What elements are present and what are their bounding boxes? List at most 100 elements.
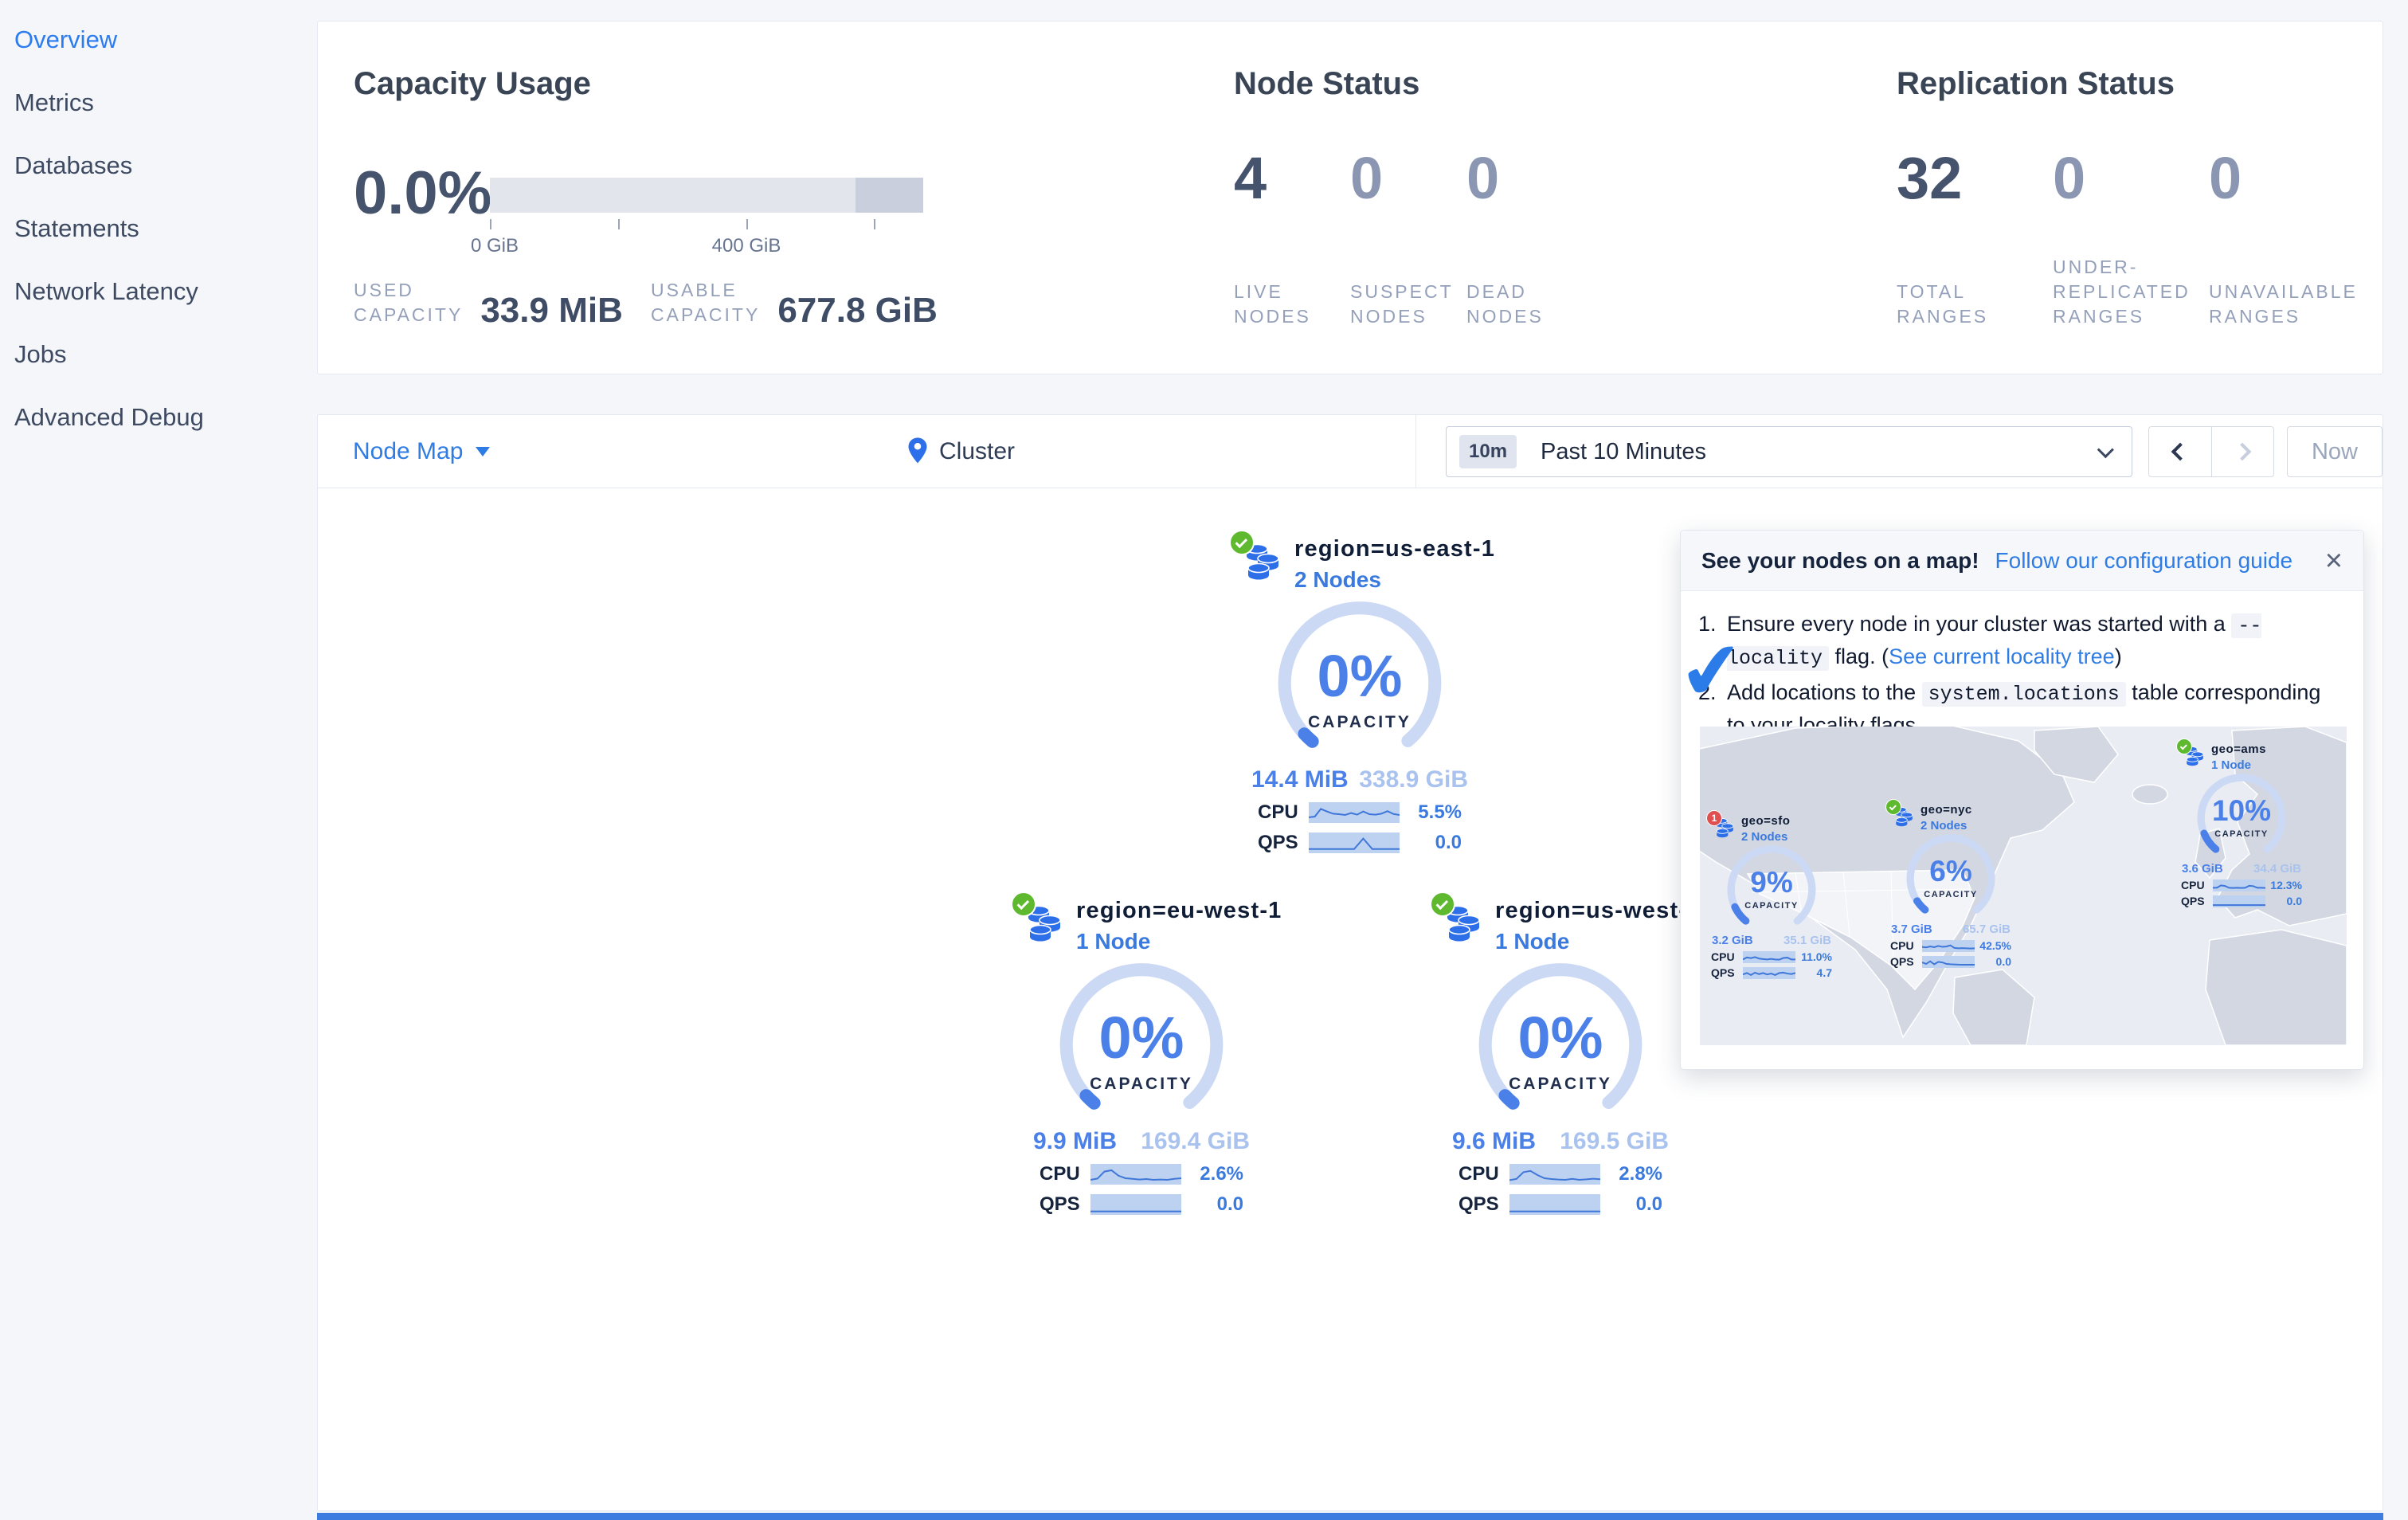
capacity-axis-label-0: 0 GiB <box>470 235 519 257</box>
time-range-dropdown[interactable]: 10m Past 10 Minutes <box>1446 426 2132 477</box>
region-gauge-us-west-1[interactable]: region=us-west-1 1 Node 0% CAPACITY 9.6 … <box>1393 891 1728 1216</box>
setup-step-1: 1. Ensure every node in your cluster was… <box>1698 612 2262 671</box>
cpu-label: CPU <box>1459 1163 1499 1185</box>
suspect-nodes-stat: 0 SUSPECT NODES <box>1350 145 1454 327</box>
dead-nodes-stat: 0 DEAD NODES <box>1466 145 1544 327</box>
database-stack-icon <box>1028 905 1061 942</box>
configuration-guide-link[interactable]: Follow our configuration guide <box>1995 547 2293 573</box>
capacity-total-value: 338.9 GiB <box>1359 766 1468 793</box>
sidebar-item-databases[interactable]: Databases <box>14 151 133 179</box>
locality-breadcrumb[interactable]: Cluster <box>906 415 1015 488</box>
sidebar-item-network-latency[interactable]: Network Latency <box>14 277 198 305</box>
time-range-badge: 10m <box>1459 435 1517 468</box>
capacity-percent: 10% <box>2211 794 2272 827</box>
capacity-used-value: 3.7 GiB <box>1891 923 1932 937</box>
total-ranges-stat: 32 TOTAL RANGES <box>1897 145 1989 327</box>
time-range-label: Past 10 Minutes <box>1541 438 1706 464</box>
warning-badge-icon: 1 <box>1706 810 1722 826</box>
close-icon[interactable]: × <box>2324 543 2343 578</box>
region-gauge-us-east-1[interactable]: region=us-east-1 2 Nodes 0% CAPACITY 14.… <box>1192 530 1527 854</box>
chevron-down-icon <box>2097 441 2114 458</box>
region-nodes-link[interactable]: 1 Node <box>1076 929 1151 954</box>
qps-label: QPS <box>1258 832 1298 854</box>
replication-status-title: Replication Status <box>1897 66 2175 101</box>
capacity-label: CAPACITY <box>1744 901 1799 911</box>
qps-value: 0.0 <box>2286 895 2302 908</box>
now-button[interactable]: Now <box>2287 426 2383 477</box>
capacity-axis-tick <box>746 219 748 229</box>
used-capacity-label: USED CAPACITY <box>354 280 464 325</box>
sidebar-item-overview[interactable]: Overview <box>14 25 118 53</box>
capacity-used-value: 14.4 MiB <box>1251 766 1349 793</box>
capacity-label: CAPACITY <box>1308 713 1412 731</box>
completed-check-icon: ✔ <box>1674 624 1749 718</box>
node-status-stats: 4 LIVE NODES 0 SUSPECT NODES 0 DEAD NODES <box>1234 149 1583 327</box>
cpu-value: 12.3% <box>2270 879 2302 892</box>
capacity-percent: 0% <box>1098 1005 1184 1071</box>
region-nodes-label: 1 Node <box>2211 758 2252 772</box>
sidebar-item-advanced-debug[interactable]: Advanced Debug <box>14 403 204 431</box>
capacity-arc-gauge: 0% CAPACITY <box>1469 962 1652 1124</box>
view-mode-dropdown[interactable]: Node Map <box>353 415 491 488</box>
popup-body: ✔ 1. Ensure every node in your cluster w… <box>1674 591 2363 740</box>
capacity-axis-label-400: 400 GiB <box>711 235 781 257</box>
cpu-label: CPU <box>1040 1163 1080 1185</box>
capacity-used-value: 9.6 MiB <box>1452 1128 1537 1155</box>
capacity-bar-reserved-segment <box>856 178 923 213</box>
capacity-arc-gauge: 0% CAPACITY <box>1050 962 1233 1124</box>
qps-sparkline <box>1922 955 1975 968</box>
time-back-button[interactable] <box>2149 427 2211 476</box>
capacity-usage-title: Capacity Usage <box>354 66 591 101</box>
cluster-summary-panel: Capacity Usage 0.0% 0 GiB 400 GiB USED C… <box>317 21 2383 374</box>
region-gauge-eu-west-1[interactable]: region=eu-west-1 1 Node 0% CAPACITY 9.9 … <box>974 891 1309 1216</box>
capacity-arc-gauge: 0% CAPACITY <box>1268 601 1451 762</box>
breadcrumb-label: Cluster <box>939 438 1016 464</box>
qps-sparkline <box>1090 1194 1181 1216</box>
capacity-percent: 0% <box>1517 1005 1603 1071</box>
popup-title: See your nodes on a map! <box>1701 547 1979 573</box>
region-name: region=eu-west-1 <box>1076 898 1282 923</box>
locality-tree-link[interactable]: See current locality tree <box>1889 644 2115 668</box>
qps-sparkline <box>1509 1194 1600 1216</box>
used-capacity-value: 33.9 MiB <box>480 291 623 330</box>
capacity-total-value: 169.5 GiB <box>1560 1128 1669 1155</box>
replication-status-stats: 32 TOTAL RANGES 0 UNDER- REPLICATED RANGES … <box>1897 149 2365 327</box>
cpu-value: 2.8% <box>1619 1163 1662 1185</box>
capacity-total-value: 169.4 GiB <box>1141 1128 1250 1155</box>
sample-node-map-image: 1 geo=sfo 2 Nodes <box>1700 727 2347 1045</box>
chevron-left-icon <box>2171 442 2190 461</box>
region-name: geo=ams <box>2211 742 2266 756</box>
capacity-bar <box>490 178 923 213</box>
live-nodes-stat: 4 LIVE NODES <box>1234 145 1311 327</box>
usable-capacity-stat: USABLE CAPACITY 677.8 GiB <box>651 278 938 330</box>
sidebar-item-statements[interactable]: Statements <box>14 214 139 242</box>
popup-header: See your nodes on a map! Follow our conf… <box>1681 531 2363 591</box>
cpu-label: CPU <box>2181 879 2205 892</box>
sidebar-item-metrics[interactable]: Metrics <box>14 88 94 116</box>
qps-sparkline <box>2213 895 2265 907</box>
qps-label: QPS <box>1711 966 1735 980</box>
region-nodes-link[interactable]: 1 Node <box>1495 929 1570 954</box>
capacity-axis-tick <box>490 219 491 229</box>
capacity-axis-tick <box>618 219 620 229</box>
qps-value: 0.0 <box>1635 1193 1662 1216</box>
usable-capacity-value: 677.8 GiB <box>777 291 938 330</box>
node-map-panel: Node Map Cluster 10m Past 10 Minutes Now <box>317 414 2383 1511</box>
region-nodes-link[interactable]: 2 Nodes <box>1294 567 1381 592</box>
node-map-setup-popup: See your nodes on a map! Follow our conf… <box>1674 530 2364 1070</box>
capacity-label: CAPACITY <box>1090 1075 1193 1093</box>
node-map-canvas: region=us-east-1 2 Nodes 0% CAPACITY 14.… <box>318 488 2383 1510</box>
node-status-title: Node Status <box>1234 66 1420 101</box>
capacity-axis-tick <box>874 219 875 229</box>
healthy-check-icon <box>2176 738 2192 754</box>
qps-value: 0.0 <box>1216 1193 1243 1216</box>
region-name: geo=sfo <box>1741 814 1791 828</box>
time-forward-button[interactable] <box>2210 427 2274 476</box>
unavailable-ranges-stat: 0 UNAVAILABLE RANGES <box>2209 145 2358 327</box>
qps-sparkline <box>1743 966 1795 979</box>
capacity-percent: 6% <box>1929 855 1972 887</box>
capacity-arc-gauge: 9% CAPACITY <box>1722 845 1821 933</box>
sidebar-item-jobs[interactable]: Jobs <box>14 340 67 368</box>
region-name: geo=nyc <box>1921 803 1972 817</box>
cpu-sparkline <box>1743 950 1795 963</box>
